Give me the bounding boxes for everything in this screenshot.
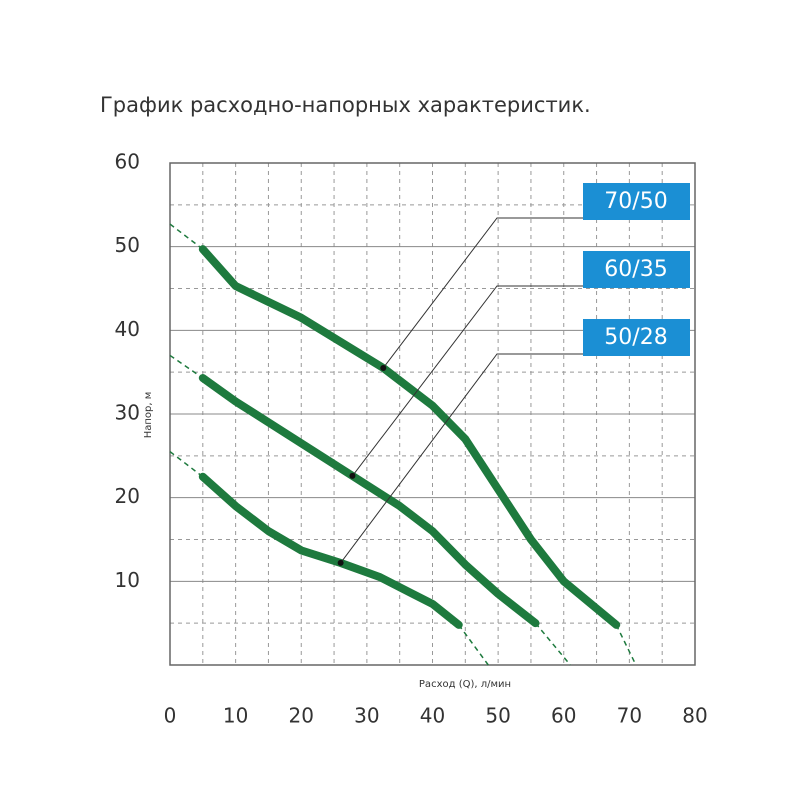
legend-label: 70/50 [604, 189, 667, 214]
x-tick-label: 20 [289, 704, 314, 728]
leader-dot [349, 472, 356, 479]
curve [198, 245, 621, 629]
y-tick-label: 60 [115, 150, 140, 174]
plot-frame [169, 162, 696, 666]
leader-dot [380, 364, 387, 371]
extrapolation-line [169, 354, 204, 379]
leader-line [352, 285, 583, 477]
legend-label: 60/35 [604, 257, 667, 282]
legend-box [583, 183, 690, 220]
extrapolation-line [169, 451, 204, 478]
x-axis-title: Расход (Q), л/мин [419, 679, 511, 690]
legend-box [583, 251, 690, 288]
y-tick-label: 10 [115, 568, 140, 592]
y-tick-label: 20 [115, 484, 140, 508]
extrapolation-line [615, 624, 637, 666]
y-axis-title: Напор, м [143, 392, 154, 439]
leader-line [382, 217, 583, 369]
x-tick-label: 0 [164, 704, 177, 728]
chart-title: График расходно-напорных характеристик. [100, 93, 591, 117]
leader-line [340, 353, 583, 564]
x-tick-label: 30 [354, 704, 379, 728]
x-tick-label: 40 [420, 704, 445, 728]
legend-label: 50/28 [604, 325, 667, 350]
y-tick-label: 40 [115, 317, 140, 341]
x-tick-label: 60 [551, 704, 576, 728]
x-tick-label: 70 [617, 704, 642, 728]
leader-dot [337, 559, 344, 566]
extrapolation-line [534, 622, 571, 666]
x-tick-label: 10 [223, 704, 248, 728]
y-tick-label: 50 [115, 233, 140, 257]
extrapolation-line [169, 223, 204, 250]
x-tick-label: 50 [485, 704, 510, 728]
y-tick-label: 30 [115, 401, 140, 425]
legend-box [583, 319, 690, 356]
curve [198, 374, 540, 628]
x-tick-label: 80 [682, 704, 707, 728]
